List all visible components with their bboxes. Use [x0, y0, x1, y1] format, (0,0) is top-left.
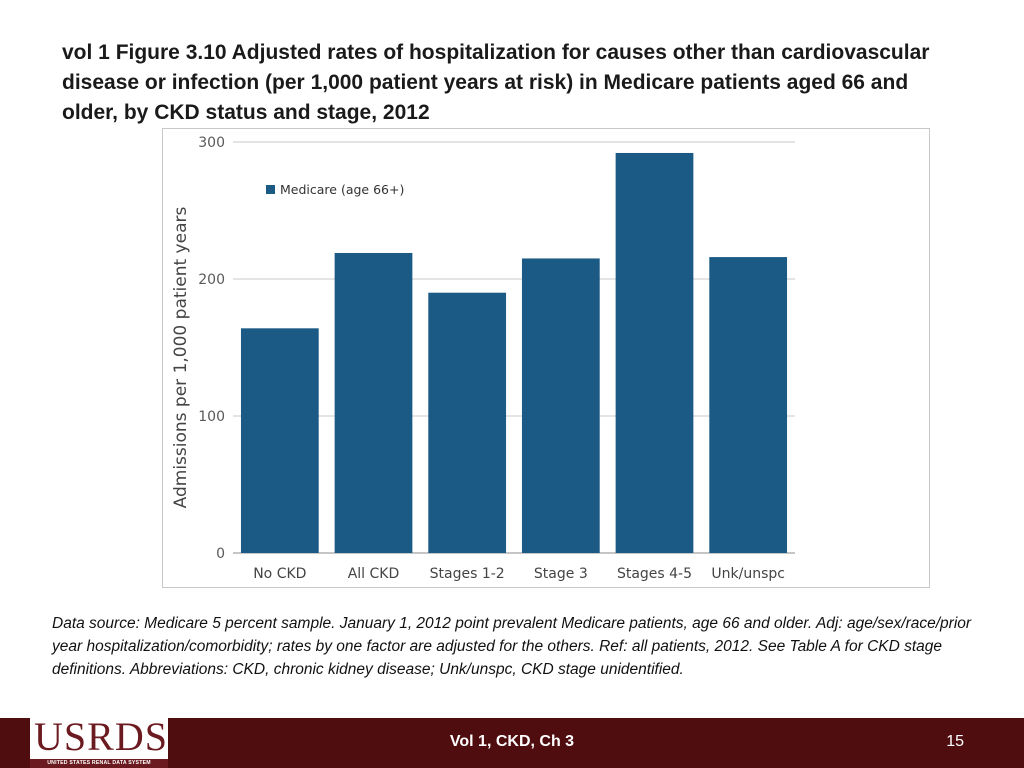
y-axis-title: Admissions per 1,000 patient years [171, 207, 191, 509]
usrds-logo: USRDS UNITED STATES RENAL DATA SYSTEM [30, 714, 168, 768]
y-tick-label: 200 [198, 272, 225, 288]
x-category-label: Stages 1-2 [430, 566, 505, 582]
logo-text: USRDS [34, 714, 168, 759]
data-source-note: Data source: Medicare 5 percent sample. … [52, 615, 972, 678]
x-category-label: Stages 4-5 [617, 566, 692, 582]
x-category-label: All CKD [348, 566, 400, 582]
legend-swatch [266, 185, 275, 194]
footer-bar [0, 718, 1024, 768]
gridlines [233, 141, 795, 554]
y-tick-label: 300 [198, 135, 225, 151]
logo-subtext: UNITED STATES RENAL DATA SYSTEM [30, 759, 168, 768]
page-number: 15 [946, 733, 964, 750]
bar-unk-unspc [709, 257, 788, 553]
footer-section-label: Vol 1, CKD, Ch 3 [449, 733, 575, 750]
bars [240, 152, 788, 553]
y-tick-label: 100 [198, 409, 225, 425]
axis-labels: 0 100 200 300 No CKD All CKD Stages 1-2 Stage 3… [171, 135, 785, 582]
x-category-label: Unk/unspc [711, 566, 785, 582]
legend: Medicare (age 66+) [266, 182, 404, 197]
chart-canvas: 0 100 200 300 No CKD All CKD Stages 1-2 Stage 3… [171, 135, 795, 582]
slide-title: vol 1 Figure 3.10 Adjusted rates of hosp… [62, 41, 930, 124]
bar-chart: 0 100 200 300 No CKD All CKD Stages 1-2 Stage 3… [162, 128, 930, 588]
x-category-label: No CKD [253, 566, 306, 582]
legend-label: Medicare (age 66+) [280, 182, 404, 197]
x-category-label: Stage 3 [534, 566, 588, 582]
bar-stages-4-5 [615, 152, 694, 553]
y-tick-label: 0 [216, 546, 225, 562]
bar-no-ckd [240, 328, 319, 553]
bar-stages-1-2 [428, 292, 507, 553]
bar-stage-3 [521, 258, 600, 553]
bar-all-ckd [334, 252, 413, 553]
